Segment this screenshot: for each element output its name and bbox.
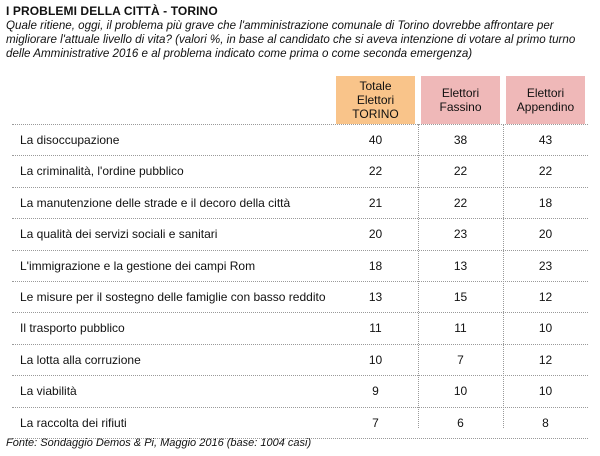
column-header-line: Elettori [356,93,395,107]
table-row: L'immigrazione e la gestione dei campi R… [12,251,588,282]
table-row: Le misure per il sostegno delle famiglie… [12,282,588,314]
table-row: La raccolta dei rifiuti 7 6 8 [12,408,588,439]
value-cell: 18 [368,258,383,273]
row-label: La criminalità, l'ordine pubblico [20,164,184,179]
value-cell: 22 [368,164,383,179]
value-cell: 20 [538,227,553,242]
column-header-line: Elettori [526,86,565,100]
row-label: L'immigrazione e la gestione dei campi R… [20,258,256,273]
value-cell: 23 [538,258,553,273]
page-title: I PROBLEMI DELLA CITTÀ - TORINO [6,4,218,18]
row-label: La qualità dei servizi sociali e sanitar… [20,227,218,242]
value-cell: 22 [453,164,468,179]
column-header-line: Totale [359,79,392,93]
column-header-line: Fassino [439,100,482,114]
value-cell: 40 [368,133,383,147]
value-cell: 8 [542,415,549,430]
value-cell: 23 [453,227,468,242]
value-cell: 10 [538,321,553,336]
column-header-line: Elettori [441,86,480,100]
column-header-totale: Totale Elettori TORINO [336,76,415,124]
value-cell: 20 [368,227,383,242]
value-cell: 10 [368,352,383,367]
table-row: La lotta alla corruzione 10 7 12 [12,345,588,377]
column-header-fassino: Elettori Fassino [421,76,500,124]
column-divider [418,124,419,428]
table-row: La viabilità 9 10 10 [12,376,588,408]
row-label: La disoccupazione [20,133,120,147]
value-cell: 6 [457,415,464,430]
source-note: Fonte: Sondaggio Demos & Pi, Maggio 2016… [6,437,312,449]
row-label: La lotta alla corruzione [20,352,141,367]
value-cell: 9 [372,384,379,399]
value-cell: 7 [372,415,379,430]
question-text: Quale ritiene, oggi, il problema più gra… [6,19,576,60]
value-cell: 43 [538,133,553,147]
row-label: La raccolta dei rifiuti [20,415,127,430]
value-cell: 7 [457,352,464,367]
value-cell: 10 [538,384,553,399]
row-label: Le misure per il sostegno delle famiglie… [20,289,326,304]
value-cell: 38 [453,133,468,147]
value-cell: 10 [453,384,468,399]
value-cell: 12 [538,352,553,367]
table-row: La manutenzione delle strade e il decoro… [12,188,588,220]
value-cell: 11 [369,321,382,336]
column-header-line: Appendino [516,100,575,114]
value-cell: 18 [538,195,553,210]
value-cell: 22 [453,195,468,210]
table-row: Il trasporto pubblico 11 11 10 [12,313,588,345]
value-cell: 22 [538,164,553,179]
value-cell: 15 [453,289,468,304]
row-label: La viabilità [20,384,77,399]
data-table: La disoccupazione 40 38 43 La criminalità, l… [12,124,588,439]
row-label: La manutenzione delle strade e il decoro… [20,195,291,210]
table-row: La qualità dei servizi sociali e sanitar… [12,219,588,251]
value-cell: 13 [453,258,468,273]
row-label: Il trasporto pubblico [20,321,125,336]
column-divider [503,124,504,428]
value-cell: 21 [368,195,383,210]
value-cell: 12 [538,289,553,304]
value-cell: 13 [368,289,383,304]
column-header-line: TORINO [352,107,399,121]
table-row: La criminalità, l'ordine pubblico 22 22 22 [12,156,588,188]
value-cell: 11 [454,321,467,336]
column-header-appendino: Elettori Appendino [506,76,585,124]
table-row: La disoccupazione 40 38 43 [12,124,588,157]
